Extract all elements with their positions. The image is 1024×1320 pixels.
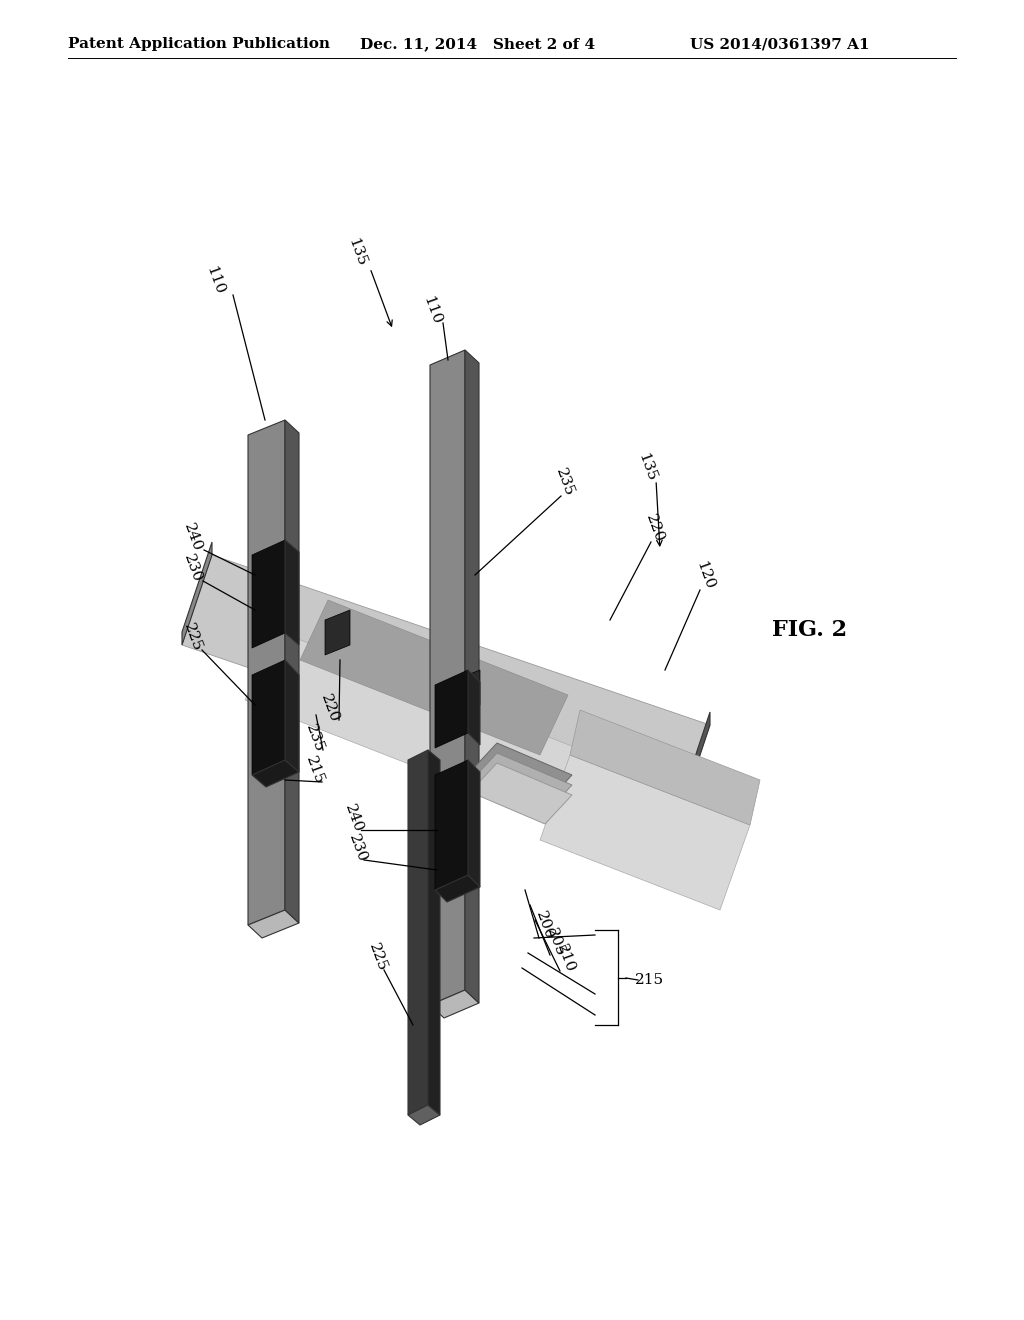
Polygon shape <box>285 420 299 923</box>
Polygon shape <box>455 671 480 715</box>
Polygon shape <box>468 671 480 744</box>
Text: FIG. 2: FIG. 2 <box>772 619 848 642</box>
Polygon shape <box>300 601 568 755</box>
Polygon shape <box>325 610 350 655</box>
Text: 240: 240 <box>342 801 366 834</box>
Text: 120: 120 <box>693 558 717 591</box>
Polygon shape <box>470 743 572 804</box>
Text: 110: 110 <box>421 294 443 326</box>
Polygon shape <box>252 660 285 775</box>
Polygon shape <box>245 630 710 870</box>
Polygon shape <box>248 420 285 925</box>
Text: US 2014/0361397 A1: US 2014/0361397 A1 <box>690 37 869 51</box>
Polygon shape <box>182 543 212 645</box>
Polygon shape <box>540 755 750 909</box>
Text: 230: 230 <box>181 552 205 583</box>
Text: 235: 235 <box>303 722 327 754</box>
Text: Patent Application Publication: Patent Application Publication <box>68 37 330 51</box>
Text: 220: 220 <box>318 692 342 725</box>
Polygon shape <box>465 350 479 1003</box>
Polygon shape <box>435 875 480 902</box>
Polygon shape <box>435 671 468 748</box>
Text: 235: 235 <box>553 466 577 498</box>
Polygon shape <box>435 760 468 890</box>
Polygon shape <box>252 760 299 787</box>
Text: Dec. 11, 2014   Sheet 2 of 4: Dec. 11, 2014 Sheet 2 of 4 <box>360 37 595 51</box>
Polygon shape <box>285 660 299 772</box>
Text: 135: 135 <box>345 236 369 268</box>
Polygon shape <box>285 540 299 645</box>
Text: 215: 215 <box>636 973 665 987</box>
Text: 225: 225 <box>181 620 205 653</box>
Polygon shape <box>470 752 572 814</box>
Text: 230: 230 <box>346 832 370 865</box>
Polygon shape <box>468 760 480 887</box>
Text: 225: 225 <box>367 941 389 973</box>
Polygon shape <box>570 710 760 825</box>
Text: 200: 200 <box>534 909 557 941</box>
Text: 205: 205 <box>545 925 567 958</box>
Polygon shape <box>408 1105 440 1125</box>
Text: 110: 110 <box>204 264 226 296</box>
Polygon shape <box>470 763 572 824</box>
Polygon shape <box>248 909 299 939</box>
Text: 215: 215 <box>303 754 327 787</box>
Text: 220: 220 <box>643 512 667 544</box>
Polygon shape <box>680 711 710 814</box>
Polygon shape <box>428 750 440 1115</box>
Polygon shape <box>252 540 285 648</box>
Text: 135: 135 <box>636 451 658 483</box>
Polygon shape <box>408 750 428 1115</box>
Polygon shape <box>430 990 479 1018</box>
Text: 210: 210 <box>554 942 578 974</box>
Polygon shape <box>430 350 465 1005</box>
Text: 240: 240 <box>181 521 205 553</box>
Polygon shape <box>182 554 710 814</box>
